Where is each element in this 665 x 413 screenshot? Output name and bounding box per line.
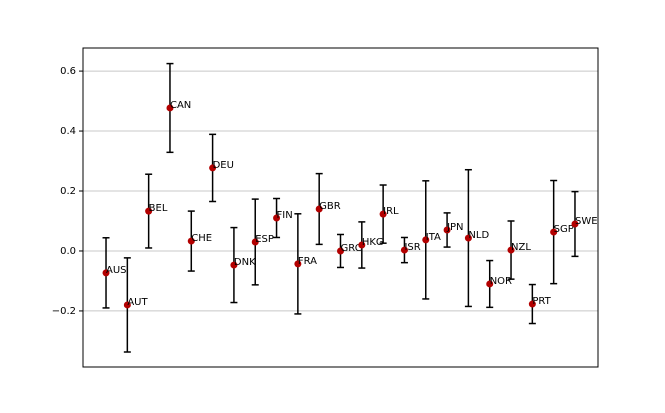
point [464, 234, 472, 242]
point-label: FIN [277, 210, 293, 221]
point-label: DEU [213, 160, 234, 171]
y-tick-label: 0.0 [60, 246, 76, 257]
point-label: HKG [362, 237, 384, 248]
point-label: BEL [149, 203, 168, 214]
point [209, 164, 217, 172]
point [528, 300, 536, 308]
y-tick-label: 0.6 [60, 66, 76, 77]
point [251, 238, 259, 246]
point-label: FRA [298, 256, 317, 267]
point [358, 241, 366, 249]
point [507, 246, 515, 254]
point-label: CAN [170, 100, 191, 111]
point-label: ISR [404, 242, 420, 253]
point-label: GRC [341, 243, 362, 254]
point [294, 260, 302, 268]
point [102, 269, 110, 277]
point [379, 210, 387, 218]
point [273, 214, 281, 222]
point-label: IRL [383, 206, 399, 217]
y-tick-label: −0.2 [52, 306, 76, 317]
point [315, 205, 323, 213]
plot-frame [82, 47, 599, 368]
point-label: NLD [468, 230, 489, 241]
y-tick-label: 0.4 [60, 126, 76, 137]
point [422, 236, 430, 244]
point [337, 247, 344, 255]
point-label: DNK [234, 257, 256, 268]
point-label: NOR [490, 276, 512, 287]
point-label: ESP [255, 234, 274, 245]
point [571, 220, 579, 228]
point [123, 301, 131, 309]
point [400, 246, 408, 254]
point [145, 207, 153, 215]
point-label: SWE [575, 216, 598, 227]
point-label: NZL [511, 242, 531, 253]
point [187, 237, 195, 245]
point [486, 280, 494, 288]
point [550, 228, 558, 236]
point-label: AUT [127, 297, 148, 308]
point-label: SGP [554, 224, 574, 235]
point-label: GBR [319, 201, 341, 212]
y-tick-label: 0.2 [60, 186, 76, 197]
point-label: AUS [106, 265, 127, 276]
point-label: ITA [426, 232, 441, 243]
point [166, 104, 174, 112]
point [230, 261, 238, 269]
point-label: CHE [191, 233, 212, 244]
point-label: PRT [532, 296, 551, 307]
point-label: JPN [446, 222, 463, 233]
point [443, 226, 451, 234]
